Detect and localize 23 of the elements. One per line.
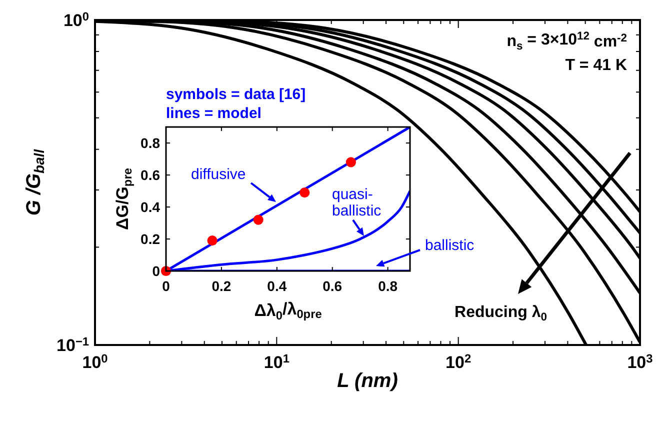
- x-axis-title: Δλ$_{0}$/λ$_{0pre}$: [254, 299, 322, 323]
- annotation: symbols = data [16]: [166, 86, 306, 103]
- annotation: n$_{s}$ = 3×10$^{12}$ cm$^{-2}$: [506, 30, 627, 52]
- series-label: quasi-ballistic: [332, 186, 382, 220]
- annotation: T = 41 K: [565, 57, 628, 74]
- x-tick-label: 0.4: [267, 278, 287, 294]
- x-tick-label: 10$^{3}$: [627, 352, 654, 372]
- x-tick-label: 0.8: [378, 278, 398, 294]
- x-tick-label: 10$^{2}$: [446, 352, 472, 372]
- annotation: Reducing λ$_{0}$: [454, 304, 547, 324]
- y-tick-label: 0.8: [140, 134, 160, 151]
- annotation: lines = model: [166, 105, 262, 122]
- text: diffusive: [191, 166, 246, 183]
- y-tick-label: 0.6: [140, 166, 160, 183]
- x-tick-label: 0: [162, 278, 170, 294]
- x-tick-label: 0.6: [322, 278, 342, 294]
- y-tick-label: 0.4: [140, 198, 160, 215]
- y-tick-label: 0.2: [140, 230, 160, 247]
- x-tick-label: 0.2: [212, 278, 232, 294]
- series-label: ballistic: [425, 237, 475, 254]
- x-axis-title: L (nm): [337, 370, 398, 392]
- x-tick-label: 10$^{1}$: [264, 352, 290, 372]
- y-tick-label: 0: [152, 262, 160, 279]
